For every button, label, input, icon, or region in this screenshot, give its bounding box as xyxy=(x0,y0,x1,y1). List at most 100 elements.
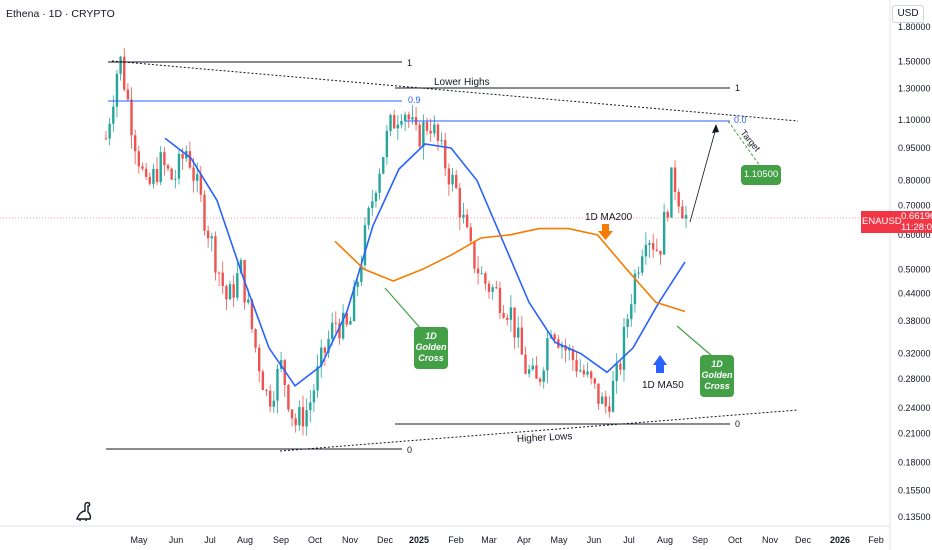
x-tick-label: Aug xyxy=(237,535,253,545)
candle-body xyxy=(462,214,465,218)
higher-lows-trendline xyxy=(279,409,799,452)
projection-arrowhead xyxy=(712,124,719,133)
candle-body xyxy=(651,243,655,250)
candle-body xyxy=(272,400,275,407)
candle-body xyxy=(403,114,407,121)
fib-right-bottom-label: 0 xyxy=(735,419,740,429)
candle-body xyxy=(367,208,370,226)
candle-body xyxy=(436,124,440,141)
y-tick-label: 1.50000 xyxy=(898,57,931,67)
candle-body xyxy=(330,322,334,339)
candle-body xyxy=(491,287,494,292)
candle-body xyxy=(112,106,115,124)
candle-body xyxy=(611,380,615,412)
golden-cross-2-pointer xyxy=(676,325,713,357)
candle-body xyxy=(509,307,513,320)
candle-body xyxy=(199,174,203,195)
candle-body xyxy=(659,250,662,255)
candle-body xyxy=(677,191,680,207)
candle-body xyxy=(228,284,232,300)
candle-body xyxy=(287,384,290,410)
x-tick-label: Apr xyxy=(517,535,531,545)
candle-body xyxy=(261,371,265,391)
candle-body xyxy=(531,365,534,370)
dinosaur-logo-icon[interactable] xyxy=(74,500,96,528)
y-tick-label: 0.21000 xyxy=(898,428,931,438)
candle-body xyxy=(126,89,130,100)
candle-body xyxy=(130,99,133,136)
y-tick-label: 0.44000 xyxy=(898,288,931,298)
candle-body xyxy=(560,345,564,348)
x-tick-label: Oct xyxy=(308,535,323,545)
candle-body xyxy=(298,407,301,426)
candle-body xyxy=(170,168,173,180)
candle-body xyxy=(400,120,403,125)
candle-body xyxy=(546,338,549,371)
candle-body xyxy=(283,360,286,385)
x-tick-label: Mar xyxy=(481,535,497,545)
candle-body xyxy=(626,319,629,327)
golden-cross-2-text: 1D Golden Cross xyxy=(701,359,733,391)
candle-body xyxy=(630,304,633,320)
golden-cross-1-text: 1D Golden Cross xyxy=(415,331,447,363)
candle-body xyxy=(119,56,122,74)
candle-body xyxy=(334,322,338,324)
candle-body xyxy=(221,272,224,286)
candle-body xyxy=(203,194,206,231)
candle-body xyxy=(644,244,648,257)
candle-body xyxy=(155,168,159,183)
candle-body xyxy=(425,122,429,131)
candle-body xyxy=(666,211,669,218)
candle-body xyxy=(440,140,443,142)
candle-body xyxy=(458,188,462,218)
candle-body xyxy=(305,410,308,427)
candle-body xyxy=(195,174,199,181)
lower-highs-trendline xyxy=(111,60,799,122)
candle-body xyxy=(655,249,659,251)
lines-layer xyxy=(164,137,686,387)
candle-body xyxy=(265,390,268,392)
candle-body xyxy=(166,165,170,169)
y-tick-label: 1.80000 xyxy=(898,22,931,32)
y-tick-label: 0.28000 xyxy=(898,374,931,384)
candle-body xyxy=(637,272,640,274)
candle-body xyxy=(429,130,432,134)
candle-body xyxy=(137,151,141,167)
candle-body xyxy=(239,260,243,274)
currency-button[interactable]: USD xyxy=(892,5,924,23)
x-tick-label: 2026 xyxy=(830,535,850,545)
candle-body xyxy=(513,307,516,338)
golden-cross-2-callout: 1D Golden Cross xyxy=(700,355,734,397)
candle-body xyxy=(520,327,524,355)
x-tick-label: Nov xyxy=(762,535,779,545)
candle-body xyxy=(506,317,509,320)
candle-body xyxy=(144,168,148,177)
candle-body xyxy=(465,214,469,228)
x-tick-label: Feb xyxy=(868,535,884,545)
x-tick-label: Jun xyxy=(587,535,602,545)
candle-body xyxy=(597,383,600,404)
lower-highs-label: Lower Highs xyxy=(434,77,490,88)
candle-body xyxy=(527,369,531,374)
candle-body xyxy=(181,153,184,159)
y-tick-label: 0.32000 xyxy=(898,349,931,359)
target-label: Target xyxy=(738,128,762,154)
ma200-label: 1D MA200 xyxy=(585,212,633,223)
candle-body xyxy=(586,371,589,375)
x-tick-label: Jul xyxy=(623,535,635,545)
y-tick-label: 0.24000 xyxy=(898,403,931,413)
x-tick-label: Sep xyxy=(692,535,708,545)
ma50-line xyxy=(164,137,686,387)
candle-body xyxy=(582,370,586,375)
candle-body xyxy=(192,167,195,181)
candle-body xyxy=(206,230,210,239)
candle-body xyxy=(648,243,651,245)
candle-body xyxy=(349,321,352,325)
x-tick-label: Oct xyxy=(728,535,743,545)
x-tick-label: Aug xyxy=(657,535,673,545)
ma200-line xyxy=(334,227,686,313)
candle-body xyxy=(568,348,571,351)
candle-body xyxy=(476,268,480,274)
